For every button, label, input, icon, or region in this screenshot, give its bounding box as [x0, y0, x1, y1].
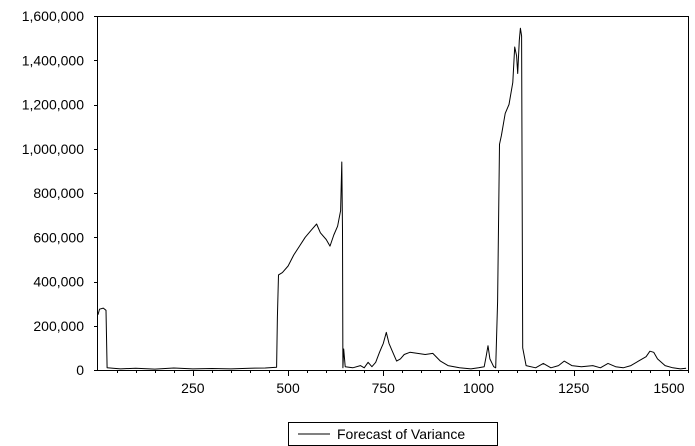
y-tick-label: 1,000,000 [22, 141, 84, 157]
series-layer [97, 27, 687, 370]
x-tick-label: 1250 [558, 380, 589, 396]
x-tick-label: 1000 [463, 380, 494, 396]
series-line-forecast-of-variance [97, 27, 687, 370]
y-axis: 0 200,000 400,000 600,000 800,000 1,000,000 1,… [22, 8, 98, 378]
x-tick-label: 250 [181, 380, 205, 396]
x-axis: 250 500 750 1000 1250 1500 [117, 370, 689, 396]
x-tick-label: 500 [276, 380, 300, 396]
y-tick-label: 1,400,000 [22, 52, 84, 68]
y-tick-label: 400,000 [33, 274, 84, 290]
y-tick-label: 200,000 [33, 318, 84, 334]
y-tick-label: 1,200,000 [22, 97, 84, 113]
plot-frame [97, 16, 689, 371]
y-tick-label: 1,600,000 [22, 8, 84, 24]
y-tick-label: 800,000 [33, 185, 84, 201]
legend-label: Forecast of Variance [337, 426, 465, 442]
y-tick-label: 0 [76, 362, 84, 378]
x-tick-label: 750 [372, 380, 396, 396]
legend: Forecast of Variance [288, 422, 498, 446]
x-tick-label: 1500 [653, 380, 684, 396]
y-tick-label: 600,000 [33, 229, 84, 245]
